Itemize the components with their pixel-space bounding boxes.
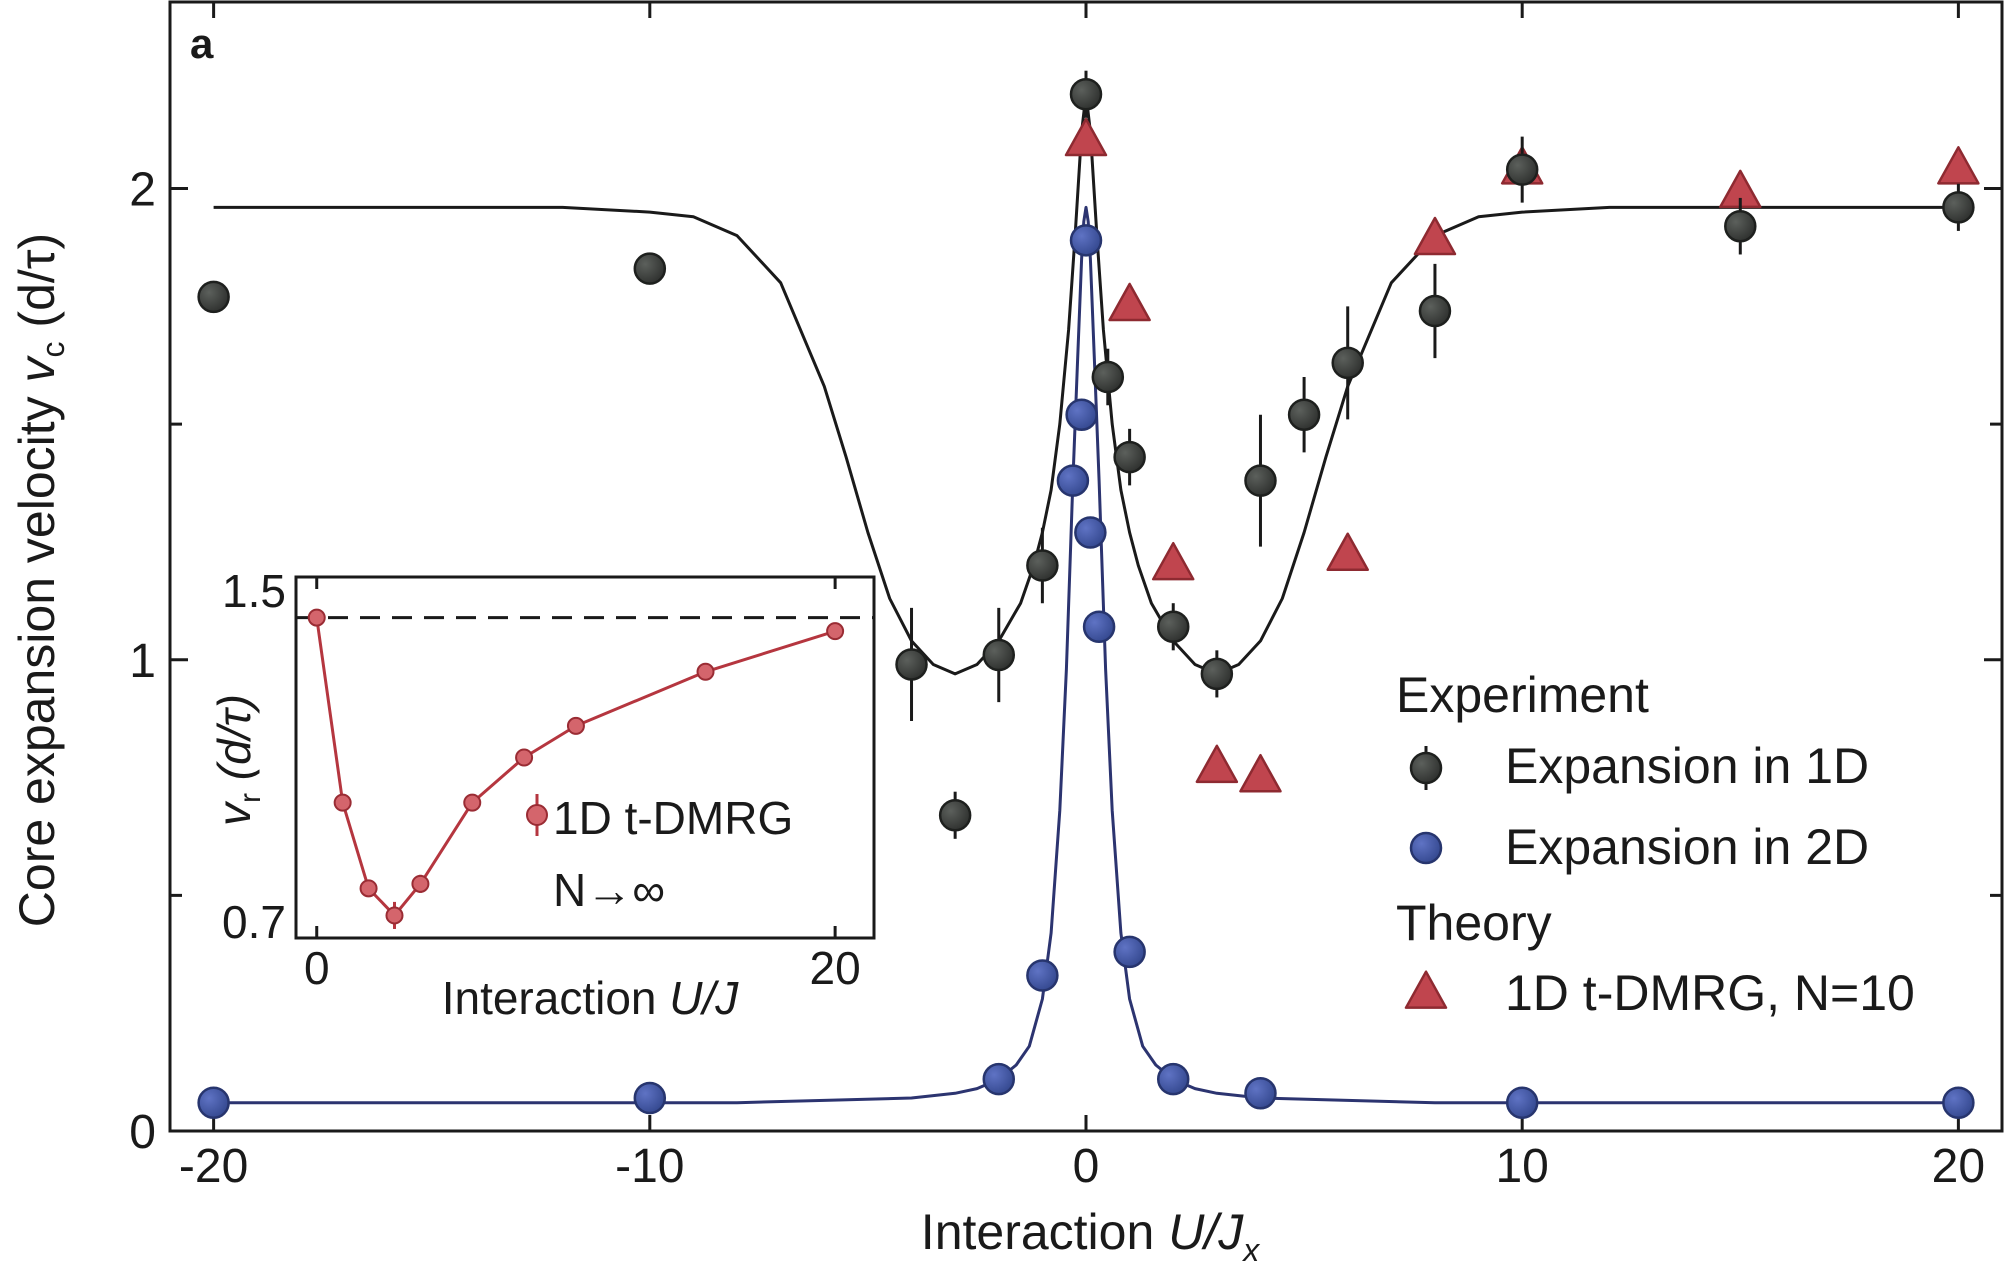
legend-2d-marker [1409,831,1443,865]
exp-1d-point [1942,191,1975,224]
exp-2d-point [1065,398,1098,431]
exp-1d-point [982,638,1016,672]
inset-point [515,748,534,767]
inset-legend-note: N→∞ [553,864,665,916]
exp-1d-point [1069,78,1103,111]
exp-2d-point [1082,610,1116,644]
exp-1d-point [1331,346,1364,380]
x-tick-label: 20 [1932,1140,1985,1193]
exp-2d-point [1074,516,1107,549]
data-markers [197,70,1980,1119]
exp-1d-point [1113,440,1146,474]
inset-series-line [315,617,836,917]
y-tick-label: 0 [129,1106,156,1159]
exp-2d-point [1244,1077,1277,1110]
inset-x-axis-title: Interaction U/J [442,972,740,1024]
panel-label: a [190,20,214,67]
exp-1d-point [1287,398,1321,431]
exp-2d-point [1056,464,1090,497]
inset-point [385,906,404,925]
inset-x-tick-label: 0 [304,942,330,994]
exp-2d-point [982,1062,1016,1096]
x-tick-label: -20 [179,1140,248,1193]
x-tick-label: -10 [615,1140,684,1193]
inset-y-tick-label: 1.5 [222,565,286,617]
legend-1d-marker [1409,751,1443,785]
legend: Experiment Expansion in 1D Expansion in … [1396,667,1915,1021]
theory-triangle-point [1108,282,1151,322]
inset-background [294,575,876,940]
legend-group-experiment: Experiment [1396,667,1649,723]
exp-1d-point [1244,464,1277,497]
y-tick-label: 2 [129,164,156,217]
legend-item-2d: Expansion in 2D [1505,819,1869,875]
exp-1d-point [895,648,928,681]
inset-point [566,716,585,735]
exp-1d-point [1724,209,1757,243]
theory-triangle-point [1064,117,1108,157]
inset-point [411,874,430,893]
exp-2d-point [1113,935,1146,969]
inset-y-tick-label: 0.7 [222,896,286,948]
theory-triangle-point [1195,744,1239,784]
legend-theory-marker [1404,970,1448,1009]
exp-2d-point [1942,1086,1975,1119]
exp-1d-point [1505,153,1539,186]
theory-triangle-point [1937,146,1980,185]
exp-1d-point [633,252,667,285]
theory-triangle-point [1151,541,1195,581]
x-tick-label: 10 [1495,1140,1548,1193]
theory-triangle-point [1239,753,1282,793]
y-axis-title: Core expansion velocity vc (d/τ) [9,233,71,927]
inset-point [359,879,378,898]
inset-point [463,793,482,812]
theory-triangle-point [1413,216,1457,256]
main-plot-frame [168,0,2004,1133]
x-axis-title: Interaction U/Jx [921,1204,1260,1268]
exp-2d-point [1156,1062,1190,1096]
inset-point [696,662,715,681]
fit-2D-curve [213,205,1959,1105]
legend-markers [1404,746,1448,1009]
legend-item-theory: 1D t-DMRG, N=10 [1505,965,1915,1021]
exp-1d-point [1091,360,1125,394]
legend-item-1d: Expansion in 1D [1505,738,1869,794]
inset-point [307,608,326,627]
exp-1d-point [938,799,972,832]
plot-border [168,0,2004,1133]
y-tick-label: 1 [129,635,156,688]
exp-1d-point [1026,549,1059,582]
exp-2d-point [633,1081,667,1115]
exp-2d-point [1069,224,1103,257]
inset-chart: 0 20 0.7 1.5 Interaction U/J vr (d/τ) 1D t-… [208,565,876,1024]
inset-content: 0 20 0.7 1.5 [222,565,874,994]
inset-legend-marker [526,804,548,826]
inset-point [333,793,352,812]
inset-y-axis-title: vr (d/τ) [208,694,267,826]
exp-1d-point [197,280,230,314]
x-tick-label: 0 [1073,1140,1100,1193]
exp-2d-point [1505,1086,1539,1119]
inset-x-tick-label: 20 [810,942,861,994]
exp-2d-point [1026,959,1059,992]
main-axis-ticks: -20 -10 0 10 20 0 1 2 [129,2,2002,1193]
exp-1d-point [1156,610,1190,644]
theory-triangle-point [1326,532,1369,572]
inset-legend-label: 1D t-DMRG [553,792,793,844]
exp-2d-point [197,1086,230,1119]
exp-1d-point [1418,294,1452,328]
legend-group-theory: Theory [1396,895,1552,951]
exp-1d-point [1200,657,1234,691]
inset-point [826,622,845,641]
